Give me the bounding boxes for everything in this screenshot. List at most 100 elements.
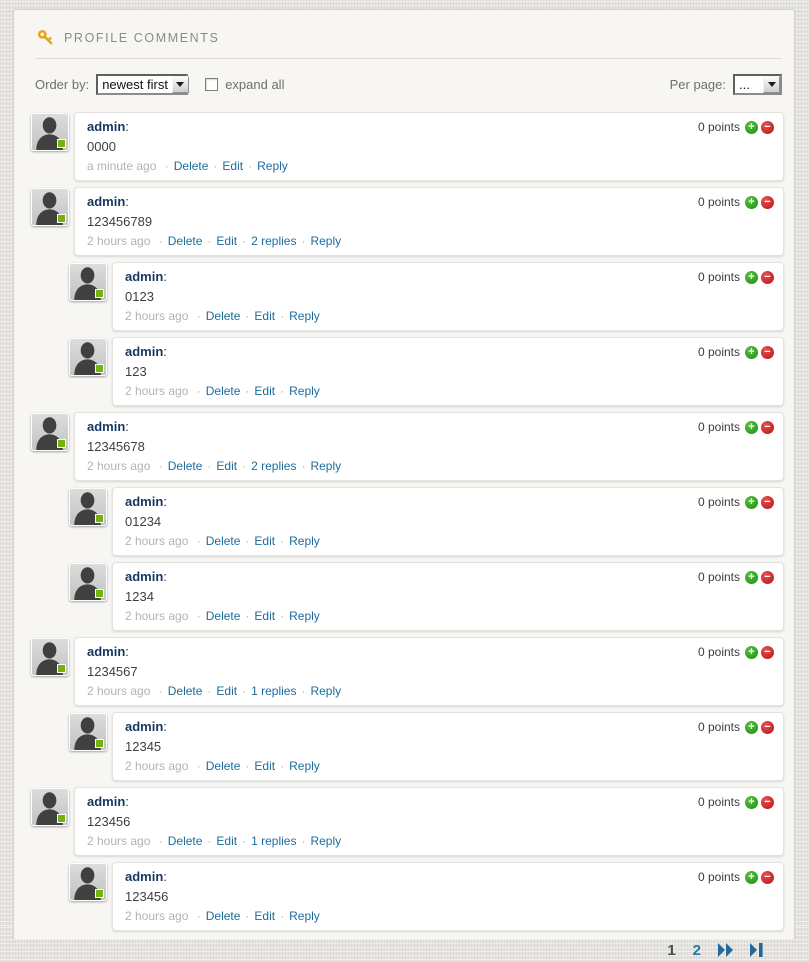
- reply-link[interactable]: Reply: [257, 159, 288, 173]
- per-page-select[interactable]: ...: [733, 73, 782, 95]
- comment-author[interactable]: admin: [125, 569, 164, 584]
- comment-time: 2 hours ago: [125, 909, 189, 923]
- reply-link[interactable]: Reply: [289, 309, 320, 323]
- comment-author[interactable]: admin: [125, 344, 164, 359]
- delete-link[interactable]: Delete: [205, 309, 241, 323]
- delete-link[interactable]: Delete: [167, 834, 203, 848]
- avatar[interactable]: [69, 863, 107, 901]
- comment: admin: 0 points + − 1234 2 hours ago · De…: [69, 562, 784, 631]
- fast-forward-icon[interactable]: [715, 942, 736, 958]
- vote-down-icon[interactable]: −: [761, 645, 774, 659]
- vote-up-icon[interactable]: +: [745, 345, 758, 359]
- points-label: 0 points: [697, 870, 740, 884]
- edit-link[interactable]: Edit: [216, 834, 238, 848]
- reply-link[interactable]: Reply: [289, 384, 320, 398]
- reply-link[interactable]: Reply: [289, 534, 320, 548]
- comment-author[interactable]: admin: [125, 719, 164, 734]
- vote-up-icon[interactable]: +: [745, 195, 758, 209]
- comment-author[interactable]: admin: [125, 494, 164, 509]
- vote-down-icon[interactable]: −: [761, 420, 774, 434]
- edit-link[interactable]: Edit: [254, 609, 276, 623]
- vote-down-icon[interactable]: −: [761, 345, 774, 359]
- vote-up-icon[interactable]: +: [745, 120, 758, 134]
- comment: admin: 0 points + − 123456 2 hours ago ·…: [31, 787, 784, 856]
- reply-link[interactable]: Reply: [310, 234, 342, 248]
- vote-up-icon[interactable]: +: [745, 420, 758, 434]
- expand-all-checkbox[interactable]: [205, 77, 219, 91]
- avatar[interactable]: [31, 413, 69, 451]
- edit-link[interactable]: Edit: [216, 234, 238, 248]
- avatar[interactable]: [69, 563, 107, 601]
- online-status-badge: [57, 139, 66, 148]
- vote-down-icon[interactable]: −: [761, 570, 774, 584]
- reply-link[interactable]: Reply: [289, 759, 320, 773]
- 1-replies-link[interactable]: 1 replies: [251, 834, 297, 848]
- avatar[interactable]: [69, 338, 107, 376]
- 2-replies-link[interactable]: 2 replies: [251, 234, 297, 248]
- pagination-page-2[interactable]: 2: [692, 941, 701, 959]
- delete-link[interactable]: Delete: [167, 684, 203, 698]
- reply-link[interactable]: Reply: [289, 909, 320, 923]
- edit-link[interactable]: Edit: [216, 459, 238, 473]
- vote-down-icon[interactable]: −: [761, 495, 774, 509]
- reply-link[interactable]: Reply: [310, 684, 342, 698]
- comment-author[interactable]: admin: [87, 194, 126, 209]
- vote-up-icon[interactable]: +: [745, 270, 758, 284]
- pagination-page-1[interactable]: 1: [667, 941, 676, 959]
- edit-link[interactable]: Edit: [216, 684, 238, 698]
- comment-meta: 2 hours ago · Delete · Edit · 2 replies · Reply: [87, 234, 771, 249]
- edit-link[interactable]: Edit: [254, 384, 276, 398]
- avatar[interactable]: [69, 263, 107, 301]
- avatar[interactable]: [31, 788, 69, 826]
- reply-link[interactable]: Reply: [310, 459, 342, 473]
- vote-down-icon[interactable]: −: [761, 795, 774, 809]
- vote-up-icon[interactable]: +: [745, 795, 758, 809]
- 1-replies-link[interactable]: 1 replies: [251, 684, 297, 698]
- avatar[interactable]: [31, 113, 69, 151]
- avatar[interactable]: [31, 188, 69, 226]
- edit-link[interactable]: Edit: [254, 534, 276, 548]
- author-colon: :: [125, 194, 129, 209]
- delete-link[interactable]: Delete: [173, 159, 209, 173]
- vote-down-icon[interactable]: −: [761, 720, 774, 734]
- vote-up-icon[interactable]: +: [745, 870, 758, 884]
- reply-link[interactable]: Reply: [310, 834, 342, 848]
- vote-down-icon[interactable]: −: [761, 270, 774, 284]
- comment-author[interactable]: admin: [87, 644, 126, 659]
- comment-meta: 2 hours ago · Delete · Edit · 2 replies · Reply: [87, 459, 771, 474]
- vote-down-icon[interactable]: −: [761, 195, 774, 209]
- comment-author[interactable]: admin: [87, 119, 126, 134]
- points-label: 0 points: [697, 720, 740, 734]
- avatar[interactable]: [31, 638, 69, 676]
- user-silhouette-icon: [36, 117, 63, 150]
- reply-link[interactable]: Reply: [289, 609, 320, 623]
- delete-link[interactable]: Delete: [167, 459, 203, 473]
- avatar[interactable]: [69, 713, 107, 751]
- edit-link[interactable]: Edit: [254, 309, 276, 323]
- vote-up-icon[interactable]: +: [745, 495, 758, 509]
- vote-up-icon[interactable]: +: [745, 570, 758, 584]
- vote-up-icon[interactable]: +: [745, 720, 758, 734]
- delete-link[interactable]: Delete: [205, 909, 241, 923]
- comment-author[interactable]: admin: [125, 869, 164, 884]
- comment-author[interactable]: admin: [87, 419, 126, 434]
- edit-link[interactable]: Edit: [222, 159, 244, 173]
- delete-link[interactable]: Delete: [205, 384, 241, 398]
- vote-down-icon[interactable]: −: [761, 120, 774, 134]
- vote-up-icon[interactable]: +: [745, 645, 758, 659]
- comment-author[interactable]: admin: [87, 794, 126, 809]
- delete-link[interactable]: Delete: [205, 609, 241, 623]
- edit-link[interactable]: Edit: [254, 759, 276, 773]
- delete-link[interactable]: Delete: [205, 759, 241, 773]
- 2-replies-link[interactable]: 2 replies: [251, 459, 297, 473]
- expand-all-label: expand all: [225, 76, 285, 92]
- edit-link[interactable]: Edit: [254, 909, 276, 923]
- delete-link[interactable]: Delete: [205, 534, 241, 548]
- separator-dot: ·: [196, 609, 201, 623]
- avatar[interactable]: [69, 488, 107, 526]
- vote-down-icon[interactable]: −: [761, 870, 774, 884]
- delete-link[interactable]: Delete: [167, 234, 203, 248]
- comment-author[interactable]: admin: [125, 269, 164, 284]
- last-page-icon[interactable]: [747, 942, 766, 958]
- order-by-select[interactable]: newest first: [96, 73, 189, 95]
